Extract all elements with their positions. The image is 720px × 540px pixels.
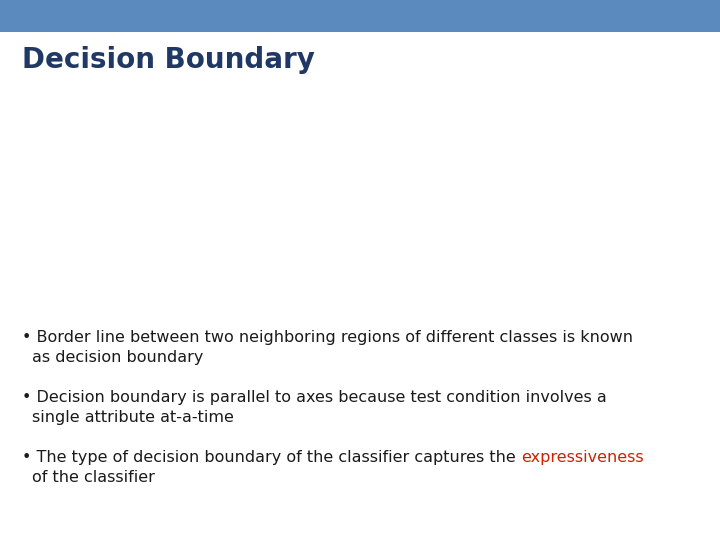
Text: of the classifier: of the classifier: [32, 470, 155, 485]
Text: Decision Boundary: Decision Boundary: [22, 46, 315, 74]
Text: • Border line between two neighboring regions of different classes is known: • Border line between two neighboring re…: [22, 330, 633, 345]
Bar: [0, 0, 720, 32]
Text: • The type of decision boundary of the classifier captures the: • The type of decision boundary of the c…: [22, 450, 521, 465]
Text: expressiveness: expressiveness: [521, 450, 644, 465]
Text: • Decision boundary is parallel to axes because test condition involves a: • Decision boundary is parallel to axes …: [22, 390, 607, 405]
Text: single attribute at-a-time: single attribute at-a-time: [32, 410, 234, 425]
Text: as decision boundary: as decision boundary: [32, 350, 203, 365]
